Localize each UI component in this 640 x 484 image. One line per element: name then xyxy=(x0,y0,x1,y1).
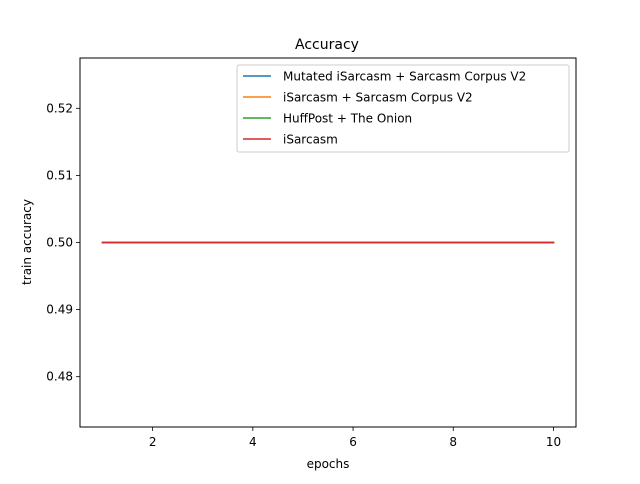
y-tick-label: 0.49 xyxy=(46,303,73,317)
x-tick-label: 2 xyxy=(149,435,157,449)
x-axis-label: epochs xyxy=(307,457,350,471)
chart-title: Accuracy xyxy=(295,37,359,53)
x-axis-ticks: 2 4 6 8 10 xyxy=(149,427,561,449)
legend-label-2: iSarcasm + Sarcasm Corpus V2 xyxy=(283,91,473,105)
legend-label-4: iSarcasm xyxy=(283,133,338,147)
legend-entries: Mutated iSarcasm + Sarcasm Corpus V2 iSar… xyxy=(243,70,526,147)
legend: Mutated iSarcasm + Sarcasm Corpus V2 iSar… xyxy=(236,64,570,153)
legend-label-1: Mutated iSarcasm + Sarcasm Corpus V2 xyxy=(283,70,526,84)
y-tick-label: 0.52 xyxy=(46,101,73,115)
x-tick-label: 6 xyxy=(349,435,357,449)
y-axis-ticks: 0.48 0.49 0.50 0.51 0.52 xyxy=(46,101,80,384)
y-tick-label: 0.48 xyxy=(46,370,73,384)
legend-box xyxy=(236,64,570,153)
y-tick-label: 0.50 xyxy=(46,236,73,250)
x-tick-label: 8 xyxy=(449,435,457,449)
x-tick-label: 4 xyxy=(249,435,257,449)
legend-label-3: HuffPost + The Onion xyxy=(283,112,412,126)
x-tick-label: 10 xyxy=(546,435,561,449)
y-axis-label: train accuracy xyxy=(20,199,34,285)
y-tick-label: 0.51 xyxy=(46,168,73,182)
